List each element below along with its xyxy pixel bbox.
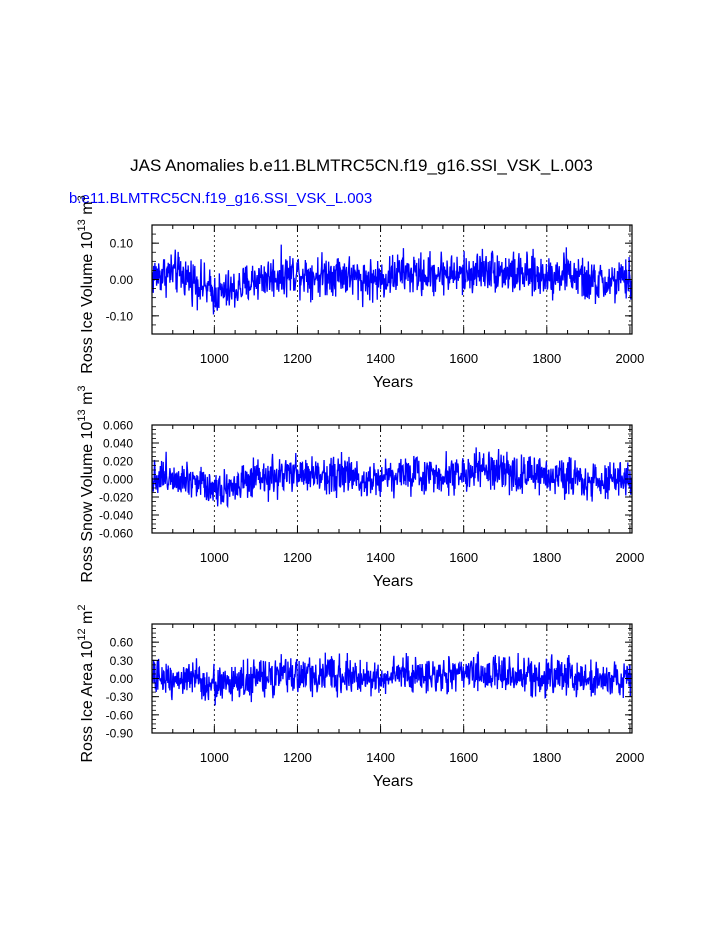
y-tick-label: -0.90 [106,727,134,741]
y-tick-label: -0.30 [106,690,134,704]
x-tick-label: 1200 [283,550,312,565]
y-tick-label: 0.00 [110,672,134,686]
x-tick-label: 1200 [283,351,312,366]
y-axis-label: Ross Snow Volume 1013 m3 [76,385,96,582]
y-tick-label: 0.30 [110,654,134,668]
figure-title: JAS Anomalies b.e11.BLMTRC5CN.f19_g16.SS… [130,156,593,175]
figure-subtitle: b.e11.BLMTRC5CN.f19_g16.SSI_VSK_L.003 [69,190,373,207]
panel-snow-volume: 1000 1200 1400 1600 1800 2000 -0.060 -0.040 -0.0… [76,385,644,590]
y-tick-label: 0.040 [103,437,133,451]
y-axis-label: Ross Ice Volume 1013 m3 [76,195,96,373]
x-axis-label: Years [373,773,413,790]
x-tick-label: 1600 [449,550,478,565]
x-tick-label: 1000 [200,351,229,366]
y-tick-label: 0.00 [110,273,134,287]
panel-ice-volume: 1000 1200 1400 1600 1800 2000 -0.10 0.00 0.10 Yea… [76,195,644,391]
y-tick-label: 0.060 [103,419,133,433]
y-tick-label: -0.040 [99,509,133,523]
series-line [152,651,632,706]
y-tick-label: 0.10 [110,237,134,251]
x-tick-label: 1800 [532,750,561,765]
x-axis-label: Years [373,573,413,590]
y-axis-label: Ross Ice Area 1012 m2 [76,605,96,763]
x-tick-label: 1600 [449,351,478,366]
x-tick-label: 1800 [532,550,561,565]
x-tick-label: 1400 [366,351,395,366]
series-line [152,244,632,315]
y-tick-label: 0.020 [103,455,133,469]
y-tick-label: -0.020 [99,491,133,505]
x-tick-label: 1200 [283,750,312,765]
y-tick-label: -0.60 [106,708,134,722]
x-tick-label: 2000 [615,351,644,366]
x-tick-label: 1000 [200,550,229,565]
x-axis-label: Years [373,374,413,391]
x-tick-label: 1400 [366,550,395,565]
series-line [152,447,632,509]
y-tick-label: 0.60 [110,636,134,650]
x-tick-label: 2000 [615,750,644,765]
x-tick-label: 1400 [366,750,395,765]
x-tick-label: 1000 [200,750,229,765]
x-tick-label: 2000 [615,550,644,565]
y-tick-label: 0.000 [103,473,133,487]
panel-ice-area: 1000 1200 1400 1600 1800 2000 -0.90 -0.60 -0.30 0… [76,605,644,791]
y-tick-label: -0.060 [99,527,133,541]
x-tick-label: 1600 [449,750,478,765]
y-tick-label: -0.10 [106,309,134,323]
x-tick-label: 1800 [532,351,561,366]
